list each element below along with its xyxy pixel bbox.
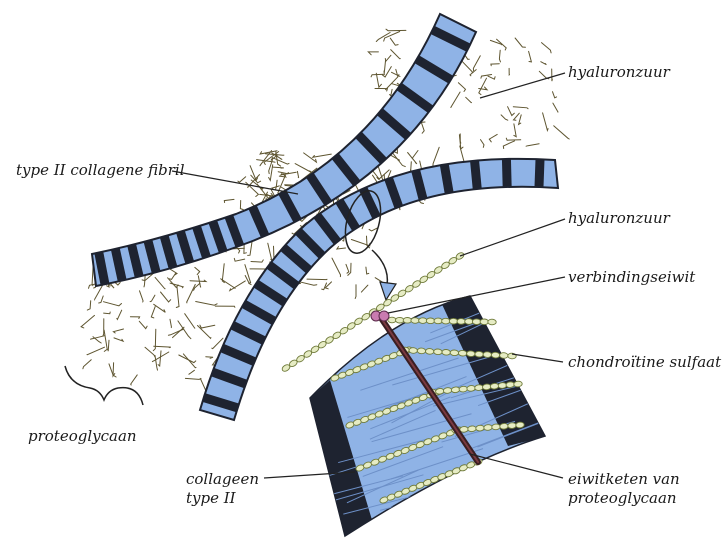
leader-hyaluronzuur-top: [479, 72, 566, 99]
label-verbindingseiwit: verbindingseiwit: [568, 268, 696, 286]
leader-hyaluronzuur-mid: [459, 218, 566, 257]
label-collageen: collageen: [186, 470, 259, 488]
label-proteoglycaan-2: proteoglycaan: [568, 489, 677, 507]
proteoglycan-brace: [64, 365, 144, 406]
label-collagen-fibril: type II collagene fibril: [16, 161, 185, 179]
leader-eiwitketen: [469, 453, 564, 479]
label-type-ii: type II: [186, 489, 236, 507]
link-protein: [370, 310, 390, 322]
label-proteoglycaan: proteoglycaan: [28, 427, 137, 445]
leader-collagen-fibril: [171, 170, 299, 195]
leader-lines: [171, 72, 566, 479]
chondroitin-sulfate-chains: [330, 316, 525, 504]
leader-chondroitine: [511, 353, 564, 363]
label-eiwitketen-van: eiwitketen van: [568, 470, 680, 488]
label-hyaluronzuur-mid: hyaluronzuur: [568, 209, 670, 227]
label-chondroitine-sulfaat: chondroïtine sulfaat: [568, 353, 722, 371]
core-protein: [378, 315, 481, 465]
leader-verbindingseiwit: [387, 276, 566, 314]
label-hyaluronzuur-top: hyaluronzuur: [568, 63, 670, 81]
leader-collageen: [263, 471, 356, 479]
zoom-indicator: [344, 190, 398, 302]
